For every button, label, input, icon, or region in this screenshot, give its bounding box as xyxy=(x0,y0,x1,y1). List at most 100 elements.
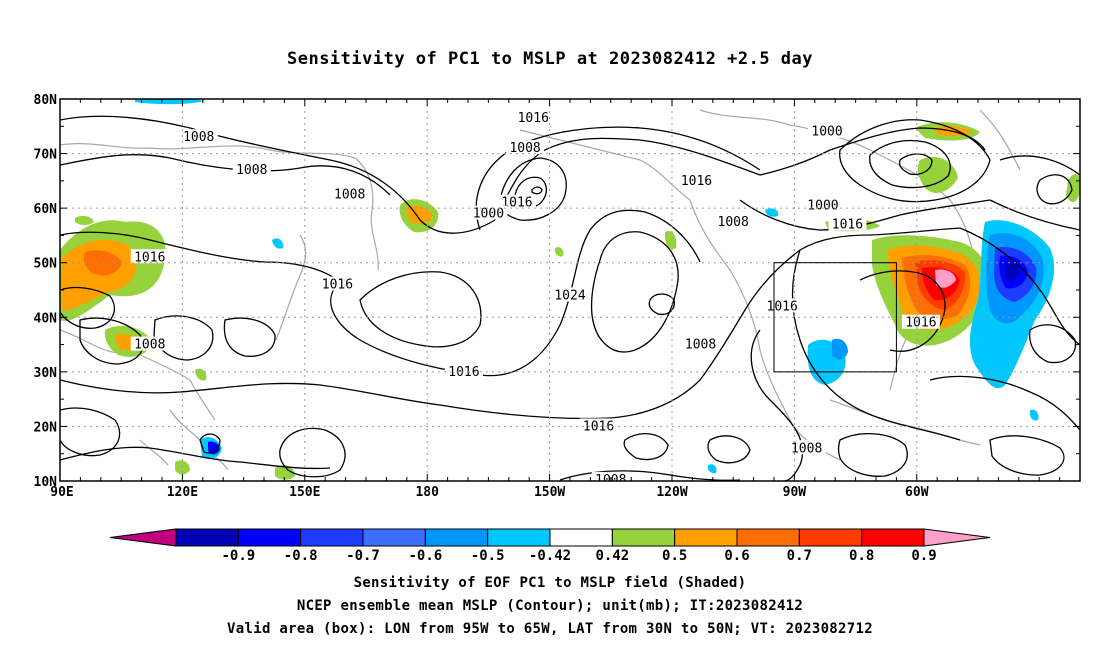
colorbar-label: -0.9 xyxy=(221,548,255,564)
lat-tick-label: 40N xyxy=(34,311,58,326)
contour-label-bg xyxy=(579,418,618,433)
contour-label: 1016 xyxy=(681,174,712,189)
contour-label-bg xyxy=(506,140,545,155)
contour-label-bg xyxy=(808,123,847,138)
colorbar-swatch-low xyxy=(109,528,177,547)
colorbar-label: -0.6 xyxy=(408,548,442,564)
contour-label-bg xyxy=(681,336,720,351)
lat-tick-label: 10N xyxy=(34,475,58,490)
lat-tick-label: 80N xyxy=(34,93,58,108)
colorbar-swatch xyxy=(798,528,863,547)
colorbar-swatch xyxy=(175,528,239,547)
colorbar-swatch xyxy=(549,528,613,547)
lat-axis-labels: 10N 20N 30N 40N 50N 60N 70N 80N xyxy=(34,93,58,490)
contour-label: 1008 xyxy=(236,163,267,178)
contour-label-bg xyxy=(714,213,753,228)
grid-lines xyxy=(60,99,1080,481)
colorbar-label: 0.8 xyxy=(849,548,874,564)
lon-tick-label: 150W xyxy=(534,485,565,500)
contour-label: 1000 xyxy=(807,198,838,213)
contour-label: 1016 xyxy=(518,111,549,126)
contour-label: 1016 xyxy=(905,316,936,331)
contour-label: 1000 xyxy=(811,125,842,140)
shade-patch xyxy=(935,269,956,288)
shade-patch xyxy=(554,247,564,257)
shade-patch xyxy=(1029,409,1039,421)
colorbar-label: -0.42 xyxy=(529,548,571,564)
axis-ticks xyxy=(59,98,1081,482)
colorbar xyxy=(109,528,991,547)
contour-label: 1008 xyxy=(509,141,540,156)
lat-tick-label: 30N xyxy=(34,366,58,381)
lon-tick-label: 90E xyxy=(50,485,73,500)
colorbar-swatch xyxy=(674,528,738,547)
colorbar-label: -0.7 xyxy=(346,548,380,564)
lat-tick-label: 20N xyxy=(34,420,58,435)
colorbar-swatch xyxy=(300,528,364,547)
contour-label-bg xyxy=(803,197,842,212)
lon-tick-label: 60W xyxy=(905,485,929,500)
lon-tick-label: 120W xyxy=(656,485,687,500)
contour-label-bg xyxy=(318,276,357,291)
colorbar-label: 0.5 xyxy=(662,548,687,564)
contour-label: 1008 xyxy=(791,441,822,456)
shade-patch xyxy=(765,208,779,217)
contour-label-bg xyxy=(444,363,483,378)
contour-label-bg xyxy=(551,287,589,302)
colorbar-label: 0.7 xyxy=(787,548,812,564)
shade-patch xyxy=(135,99,205,105)
caption-valid-area: Valid area (box): LON from 95W to 65W, L… xyxy=(227,621,873,637)
lon-tick-label: 180 xyxy=(415,485,439,500)
shade-patch xyxy=(1005,262,1020,281)
contour-label-bg xyxy=(330,186,369,201)
contour-label-bg xyxy=(787,440,826,455)
shade-patch xyxy=(175,460,190,475)
colorbar-label: 0.6 xyxy=(724,548,749,564)
caption-contour: NCEP ensemble mean MSLP (Contour); unit(… xyxy=(296,598,804,614)
contour-label-bg xyxy=(828,216,867,231)
lon-axis-labels: 90E 120E 150E 180 150W 120W 90W 60W xyxy=(50,485,928,500)
contour-label: 1016 xyxy=(322,278,353,293)
shade-patch xyxy=(707,464,717,474)
shade-patch xyxy=(405,205,433,224)
contour-label: 1008 xyxy=(718,215,749,230)
colorbar-swatch xyxy=(487,528,551,547)
lon-tick-label: 90W xyxy=(783,485,807,500)
caption-shading: Sensitivity of EOF PC1 to MSLP field (Sh… xyxy=(353,575,747,591)
colorbar-swatch xyxy=(736,528,800,547)
shade-patch xyxy=(75,215,94,225)
valid-area-box xyxy=(773,262,897,373)
shade-patch xyxy=(275,465,295,480)
contour-label-bg xyxy=(179,129,218,144)
contour-label: 1024 xyxy=(554,288,585,303)
lat-tick-label: 50N xyxy=(34,257,58,272)
shade-patch xyxy=(195,368,207,381)
lat-tick-label: 70N xyxy=(34,148,58,163)
colorbar-label: -0.8 xyxy=(284,548,318,564)
shade-patch xyxy=(832,338,848,360)
colorbar-swatch xyxy=(362,528,426,547)
contour-label-bg xyxy=(232,161,271,176)
shade-patch xyxy=(208,441,220,455)
colorbar-swatch xyxy=(861,528,925,547)
colorbar-labels: -0.9 -0.8 -0.7 -0.6 -0.5 -0.42 0.42 0.5 0.6 0.7 0.… xyxy=(221,548,936,564)
contour-label-bg xyxy=(901,314,940,329)
colorbar-swatch xyxy=(237,528,302,547)
colorbar-swatch xyxy=(611,528,676,547)
contour-label: 1008 xyxy=(183,130,214,145)
contour-label-bg xyxy=(130,336,169,351)
shade-patch xyxy=(1066,174,1080,202)
contour-label-bg xyxy=(497,194,536,209)
shade-patch xyxy=(664,230,677,250)
contour-label: 1016 xyxy=(501,196,532,211)
contour-label-bg xyxy=(469,205,508,220)
lon-tick-label: 120E xyxy=(167,485,198,500)
contour-label: 1016 xyxy=(583,419,614,434)
contour-label-bg xyxy=(591,471,630,481)
contour-label-bg xyxy=(763,298,802,313)
colorbar-swatch-high xyxy=(923,528,991,547)
shade-patch xyxy=(917,156,958,193)
shade-patch xyxy=(272,238,284,249)
